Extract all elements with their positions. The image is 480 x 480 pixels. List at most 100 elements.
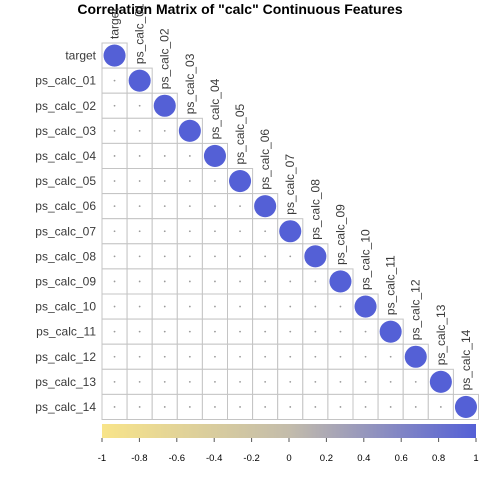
correlation-dot-3-0	[113, 129, 116, 132]
correlation-dot-13-9	[339, 380, 342, 383]
correlation-dot-11-0	[113, 330, 116, 333]
correlation-dot-9-7	[289, 280, 292, 283]
column-label-ps_calc_01: ps_calc_01	[133, 3, 147, 64]
correlation-dot-11-1	[138, 330, 141, 333]
row-label-ps_calc_02: ps_calc_02	[35, 99, 96, 113]
chart-title: Correlation Matrix of "calc" Continuous …	[77, 1, 402, 17]
row-label-ps_calc_06: ps_calc_06	[35, 199, 96, 213]
correlation-dot-11-10	[364, 330, 367, 333]
correlation-dot-13-3	[188, 380, 191, 383]
column-label-ps_calc_06: ps_calc_06	[258, 129, 272, 190]
correlation-dot-9-5	[239, 280, 241, 283]
correlation-dot-6-1	[138, 205, 141, 208]
correlation-dot-14-11	[389, 406, 392, 408]
correlation-dot-7-1	[138, 230, 141, 233]
correlation-dot-6-2	[163, 205, 166, 208]
correlation-dot-14-9	[339, 406, 342, 408]
correlation-dot-10-0	[113, 305, 116, 308]
matrix-cell-6-0	[101, 193, 128, 220]
correlation-dot-5-1	[138, 180, 141, 182]
correlation-dot-5-2	[163, 180, 166, 182]
correlation-dot-14-1	[138, 406, 141, 408]
correlation-circle-13-13	[429, 370, 452, 393]
correlation-dot-12-4	[214, 355, 216, 358]
correlation-dot-11-2	[163, 330, 166, 333]
row-label-ps_calc_11: ps_calc_11	[36, 325, 96, 339]
correlation-dot-3-2	[163, 129, 166, 132]
colorbar-tick-label: 0.8	[432, 453, 445, 464]
correlation-dot-11-6	[264, 330, 267, 333]
colorbar-tick-label: -0.8	[131, 453, 147, 464]
correlation-dot-7-3	[188, 230, 191, 233]
correlation-dot-6-0	[113, 205, 116, 208]
correlation-dot-14-13	[439, 406, 442, 408]
correlation-circle-11-11	[379, 320, 402, 343]
correlation-dot-10-5	[239, 305, 241, 308]
matrix-cell-4-3	[176, 142, 203, 169]
correlation-dot-2-0	[113, 104, 116, 107]
correlation-dot-10-1	[138, 305, 141, 308]
column-label-ps_calc_11: ps_calc_11	[384, 255, 398, 315]
correlation-dot-8-3	[188, 255, 191, 258]
correlation-dot-4-3	[188, 155, 191, 157]
correlation-dot-13-7	[289, 380, 292, 383]
row-label-ps_calc_14: ps_calc_14	[35, 400, 96, 414]
correlation-dot-9-1	[138, 280, 141, 283]
colorbar-tick-label: -0.4	[206, 453, 222, 464]
correlation-dot-14-4	[214, 406, 216, 408]
correlation-dot-13-4	[214, 380, 216, 383]
correlation-dot-9-0	[113, 280, 116, 283]
correlation-dot-11-5	[239, 330, 241, 333]
correlation-dot-6-4	[214, 205, 216, 208]
colorbar-tick-label: 0.2	[320, 453, 333, 464]
correlation-dot-5-3	[188, 180, 191, 182]
row-label-ps_calc_10: ps_calc_10	[35, 300, 96, 314]
colorbar-tick-label: -1	[98, 453, 106, 464]
correlation-dot-12-7	[289, 355, 292, 358]
correlation-circle-5-5	[229, 170, 252, 193]
matrix-cell-11-10	[352, 318, 379, 345]
row-label-ps_calc_04: ps_calc_04	[35, 149, 96, 163]
correlation-circle-14-14	[454, 395, 477, 418]
correlation-dot-9-6	[264, 280, 267, 283]
matrix-cell-3-1	[126, 117, 153, 144]
row-label-ps_calc_03: ps_calc_03	[35, 124, 96, 138]
correlation-dot-9-8	[314, 280, 317, 283]
correlation-dot-14-0	[113, 406, 116, 408]
correlation-dot-7-2	[163, 230, 166, 233]
correlation-dot-13-11	[389, 380, 392, 383]
colorbar-gradient	[102, 424, 476, 438]
correlation-dot-8-4	[214, 255, 216, 258]
correlation-circle-2-2	[153, 94, 176, 117]
column-label-ps_calc_13: ps_calc_13	[434, 304, 448, 365]
correlation-dot-13-1	[138, 380, 141, 383]
correlation-dot-12-10	[364, 355, 367, 358]
correlation-dot-9-2	[163, 280, 166, 283]
correlation-dot-10-3	[188, 305, 191, 308]
column-label-ps_calc_03: ps_calc_03	[183, 53, 197, 114]
correlation-dot-7-4	[214, 230, 216, 233]
correlation-dot-14-3	[188, 406, 191, 408]
colorbar-tick-label: -0.2	[243, 453, 259, 464]
correlation-dot-14-10	[364, 406, 367, 408]
correlation-dot-12-2	[163, 355, 166, 358]
colorbar-tick-label: 0.6	[395, 453, 408, 464]
correlation-dot-11-3	[188, 330, 191, 333]
correlation-circle-7-7	[279, 220, 302, 243]
correlation-dot-10-8	[314, 305, 317, 308]
column-label-ps_calc_05: ps_calc_05	[233, 103, 247, 164]
correlation-dot-11-9	[339, 330, 342, 333]
row-label-target: target	[65, 49, 96, 63]
correlation-dot-8-6	[264, 255, 267, 258]
correlation-circle-9-9	[329, 270, 352, 293]
correlation-dot-14-6	[264, 406, 267, 408]
correlation-dot-4-1	[138, 155, 141, 157]
column-label-ps_calc_09: ps_calc_09	[333, 204, 347, 265]
correlation-dot-4-0	[113, 155, 116, 157]
correlation-dot-13-8	[314, 380, 317, 383]
correlation-dot-5-0	[113, 180, 116, 182]
correlation-dot-11-7	[289, 330, 292, 333]
row-label-ps_calc_13: ps_calc_13	[35, 375, 96, 389]
correlation-dot-12-5	[239, 355, 241, 358]
row-label-ps_calc_08: ps_calc_08	[35, 249, 96, 263]
